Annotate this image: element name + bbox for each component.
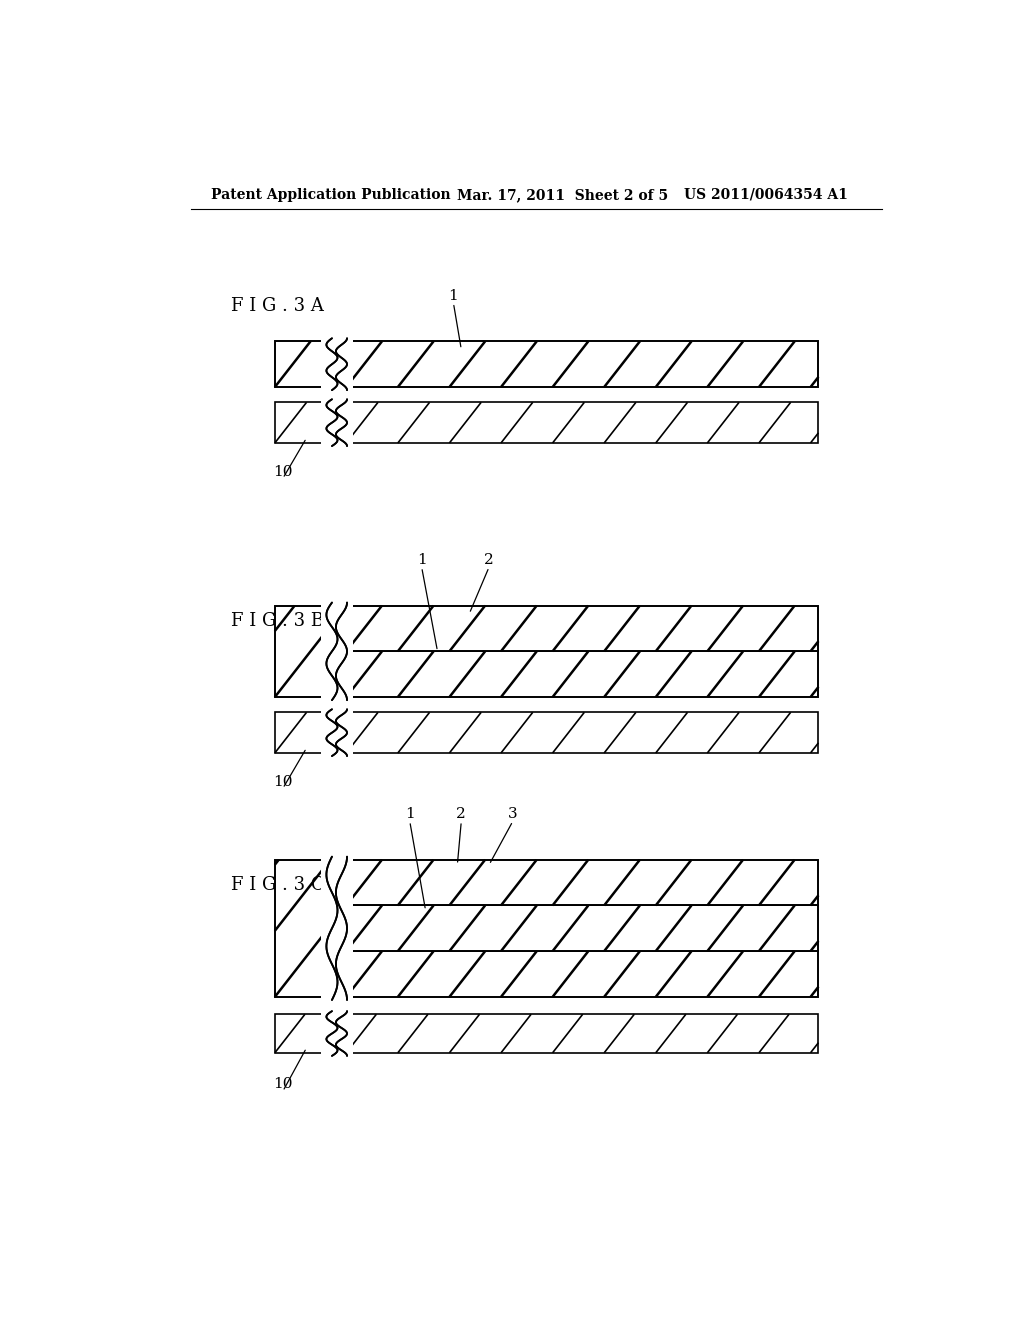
Text: F I G . 3 C: F I G . 3 C bbox=[231, 876, 325, 894]
Bar bbox=[321, 601, 352, 702]
Text: 1: 1 bbox=[404, 807, 415, 821]
Bar bbox=[274, 1014, 331, 1053]
Text: Patent Application Publication: Patent Application Publication bbox=[211, 187, 451, 202]
Text: 2: 2 bbox=[484, 553, 494, 568]
Text: F I G . 3 A: F I G . 3 A bbox=[231, 297, 324, 314]
Text: 10: 10 bbox=[273, 465, 293, 479]
Bar bbox=[321, 397, 352, 447]
Bar bbox=[346, 952, 818, 997]
Bar bbox=[274, 606, 331, 697]
Bar bbox=[274, 713, 331, 752]
Text: 10: 10 bbox=[273, 1077, 293, 1092]
Bar bbox=[346, 651, 818, 697]
Text: 1: 1 bbox=[449, 289, 459, 302]
Bar bbox=[346, 1014, 818, 1053]
Bar bbox=[274, 342, 331, 387]
Bar bbox=[274, 859, 331, 997]
Text: 3: 3 bbox=[508, 807, 518, 821]
Bar bbox=[346, 859, 818, 906]
Text: 10: 10 bbox=[273, 775, 293, 788]
Text: F I G . 3 B: F I G . 3 B bbox=[231, 612, 325, 630]
Bar bbox=[274, 403, 331, 444]
Bar bbox=[321, 854, 352, 1002]
Text: 1: 1 bbox=[417, 553, 427, 568]
Bar bbox=[321, 337, 352, 392]
Bar bbox=[346, 713, 818, 752]
Bar bbox=[346, 906, 818, 952]
Text: US 2011/0064354 A1: US 2011/0064354 A1 bbox=[684, 187, 848, 202]
Text: Mar. 17, 2011  Sheet 2 of 5: Mar. 17, 2011 Sheet 2 of 5 bbox=[458, 187, 669, 202]
Bar bbox=[346, 342, 818, 387]
Bar bbox=[321, 708, 352, 758]
Bar bbox=[346, 403, 818, 444]
Bar bbox=[346, 606, 818, 651]
Bar bbox=[321, 1008, 352, 1057]
Text: 2: 2 bbox=[457, 807, 466, 821]
